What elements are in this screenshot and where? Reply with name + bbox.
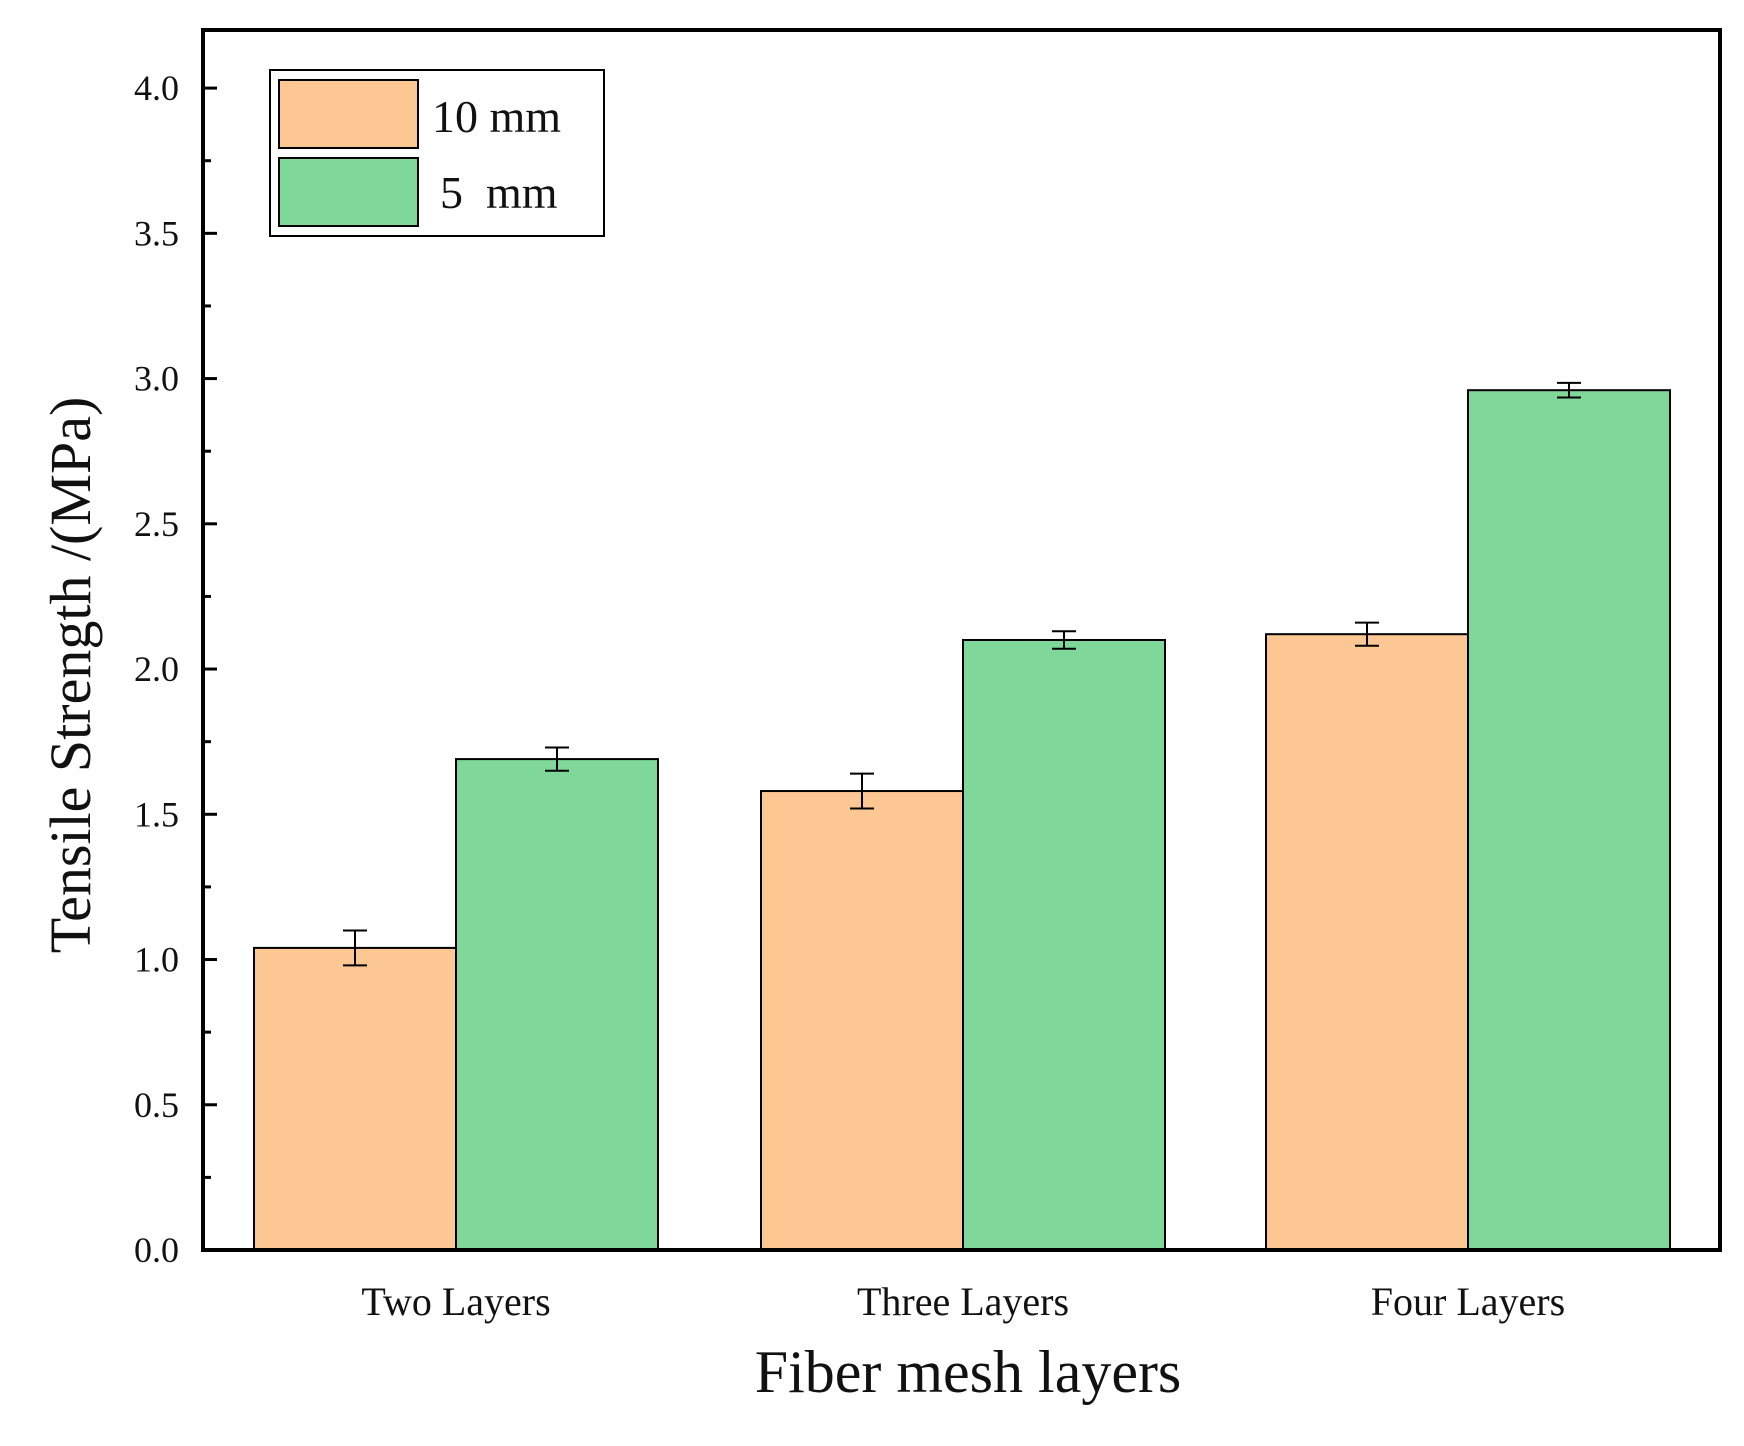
- error-bar-5mm-2: [1557, 381, 1581, 399]
- error-bar-5mm-0: [545, 746, 569, 772]
- x-tick-label-2: Four Layers: [1371, 1279, 1565, 1324]
- y-tick-label-3: 1.5: [134, 794, 179, 834]
- y-tick-label-1: 0.5: [134, 1085, 179, 1125]
- legend-swatch-5mm: [278, 157, 419, 227]
- legend-label-10mm: 10 mm: [432, 91, 561, 142]
- x-axis-title: Fiber mesh layers: [755, 1339, 1182, 1405]
- y-tick-label-6: 3.0: [134, 359, 179, 399]
- x-tick-label-1: Three Layers: [857, 1279, 1069, 1324]
- y-tick-label-7: 3.5: [134, 213, 179, 253]
- y-axis-title: Tensile Strength /(MPa): [38, 397, 103, 954]
- error-bars-layer: [343, 381, 1581, 967]
- y-tick-label-5: 2.5: [134, 504, 179, 544]
- bar-10mm-1: [760, 790, 964, 1251]
- legend-label-5mm: 5 mm: [440, 167, 558, 218]
- legend-swatch-10mm: [278, 79, 419, 149]
- error-bar-10mm-0: [343, 929, 367, 967]
- error-bar-10mm-2: [1355, 621, 1379, 647]
- bar-10mm-0: [253, 946, 457, 1252]
- y-tick-label-8: 4.0: [134, 68, 179, 108]
- bar-5mm-2: [1467, 389, 1671, 1251]
- error-bar-5mm-1: [1052, 630, 1076, 650]
- bar-5mm-0: [455, 758, 659, 1251]
- y-tick-label-2: 1.0: [134, 940, 179, 980]
- x-tick-label-0: Two Layers: [361, 1279, 550, 1324]
- y-tick-label-0: 0.0: [134, 1230, 179, 1270]
- y-tick-label-4: 2.0: [134, 649, 179, 689]
- bars-layer: [253, 389, 1671, 1252]
- bar-10mm-2: [1265, 633, 1469, 1251]
- error-bar-10mm-1: [850, 772, 874, 810]
- axes-layer: Two Layers Three Layers Four Layers 0.0 0.5 1…: [134, 28, 1722, 1324]
- bar-5mm-1: [962, 639, 1166, 1251]
- plot-frame: [201, 28, 1722, 1252]
- legend: 10 mm 5 mm: [269, 69, 605, 237]
